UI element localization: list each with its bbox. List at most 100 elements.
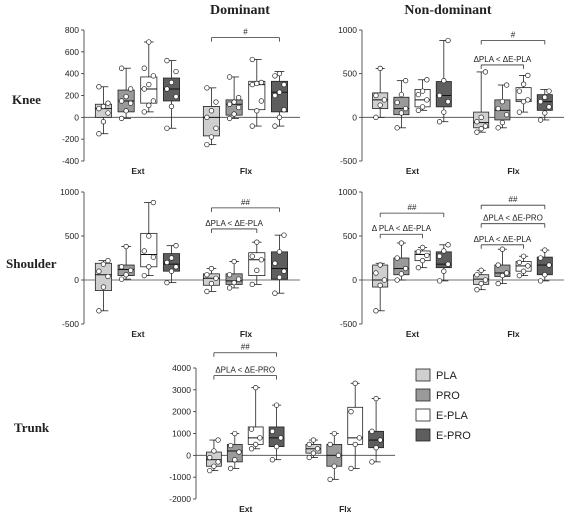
data-point	[445, 37, 451, 44]
col-title-dominant: Dominant	[210, 3, 270, 18]
data-point	[424, 77, 430, 83]
data-point	[373, 395, 379, 402]
data-point	[394, 99, 400, 106]
data-point	[348, 465, 354, 472]
data-point	[249, 56, 255, 63]
box-ext-pro	[117, 65, 135, 122]
data-point	[273, 443, 280, 450]
data-point	[141, 65, 147, 71]
data-point	[369, 459, 375, 465]
box-ext-pla	[372, 262, 389, 314]
data-point	[105, 100, 111, 106]
data-point	[398, 271, 405, 277]
box-ext-e-pla	[414, 77, 431, 113]
annotation-label: #	[511, 30, 516, 39]
y-tick-label: 2000	[172, 407, 191, 417]
data-point	[150, 199, 156, 206]
data-point	[495, 125, 501, 131]
data-point	[415, 265, 422, 271]
data-point	[146, 39, 152, 45]
data-point	[211, 448, 217, 454]
annotation-label: ##	[509, 195, 518, 204]
box-flx-pla	[473, 267, 490, 293]
data-point	[226, 74, 233, 80]
data-point	[478, 114, 484, 120]
data-point	[213, 275, 219, 281]
y-tick-label: 0	[352, 275, 357, 285]
data-point	[118, 98, 125, 104]
y-tick-label: 1000	[338, 25, 357, 35]
y-tick-label: -500	[340, 156, 357, 166]
category-label-ext: Ext	[406, 329, 419, 339]
data-point	[373, 92, 379, 99]
data-point	[445, 98, 451, 105]
data-point	[146, 81, 152, 88]
data-point	[164, 57, 170, 64]
data-point	[394, 277, 400, 283]
data-point	[213, 99, 219, 105]
data-point	[281, 81, 287, 88]
data-point	[276, 114, 283, 120]
annotation-bracket: ##	[211, 198, 280, 212]
data-point	[499, 119, 506, 126]
data-point	[232, 430, 238, 437]
data-point	[419, 88, 426, 94]
annotation-bracket: ΔPLA < ΔE-PRO	[480, 214, 546, 228]
data-point	[248, 426, 255, 432]
data-point	[168, 103, 175, 110]
data-point	[249, 123, 255, 129]
box-flx-e-pla	[515, 72, 532, 115]
panel-shoulder-dominant: -500 0 500 1000 Ext Flx ## ΔPLA < ΔE-PLA	[60, 187, 300, 339]
box-flx-e-pro	[270, 232, 288, 296]
data-point	[272, 123, 278, 129]
data-point	[207, 467, 213, 474]
data-point	[96, 308, 102, 314]
data-point	[236, 449, 242, 455]
data-point	[204, 272, 210, 278]
data-point	[495, 262, 501, 268]
data-point	[273, 402, 280, 408]
data-point	[226, 101, 233, 107]
data-point	[436, 119, 443, 125]
data-point	[249, 253, 255, 259]
data-point	[276, 274, 283, 281]
panel-knee-dominant: -400 -200 0 200 400 600 800 Ext Flx #	[62, 25, 300, 176]
data-point	[232, 457, 238, 463]
data-point	[269, 457, 276, 463]
data-point	[173, 93, 179, 100]
data-point	[281, 107, 287, 113]
data-point	[424, 97, 430, 103]
box-ext-e-pla	[140, 39, 158, 115]
box-ext-e-pla	[140, 199, 158, 279]
data-point	[503, 112, 510, 118]
data-point	[402, 78, 409, 84]
data-point	[123, 108, 129, 114]
box-flx-pla	[202, 265, 220, 295]
data-point	[272, 92, 278, 99]
data-point	[335, 452, 342, 458]
data-point	[276, 71, 283, 77]
data-point	[520, 268, 527, 274]
data-point	[495, 280, 501, 287]
y-tick-label: 4000	[172, 363, 191, 373]
box-flx-e-pla	[347, 380, 364, 472]
col-title-non-dominant: Non-dominant	[404, 3, 491, 18]
data-point	[542, 247, 548, 253]
legend-swatch-pla	[415, 368, 431, 382]
data-point	[381, 277, 388, 283]
legend-item-pla: PLA	[415, 368, 457, 382]
data-point	[377, 65, 383, 72]
data-point	[164, 259, 170, 266]
annotation-bracket: #	[480, 30, 546, 45]
data-point	[525, 72, 531, 79]
category-label-ext: Ext	[131, 329, 144, 339]
y-tick-label: 800	[65, 25, 79, 35]
data-point	[150, 98, 156, 104]
data-point	[310, 450, 317, 456]
data-point	[377, 282, 383, 288]
data-point	[306, 454, 312, 461]
data-point	[150, 254, 156, 260]
annotation-label: ΔPLA < ΔE-PRO	[215, 366, 275, 375]
data-point	[208, 265, 215, 272]
data-point	[441, 268, 447, 274]
